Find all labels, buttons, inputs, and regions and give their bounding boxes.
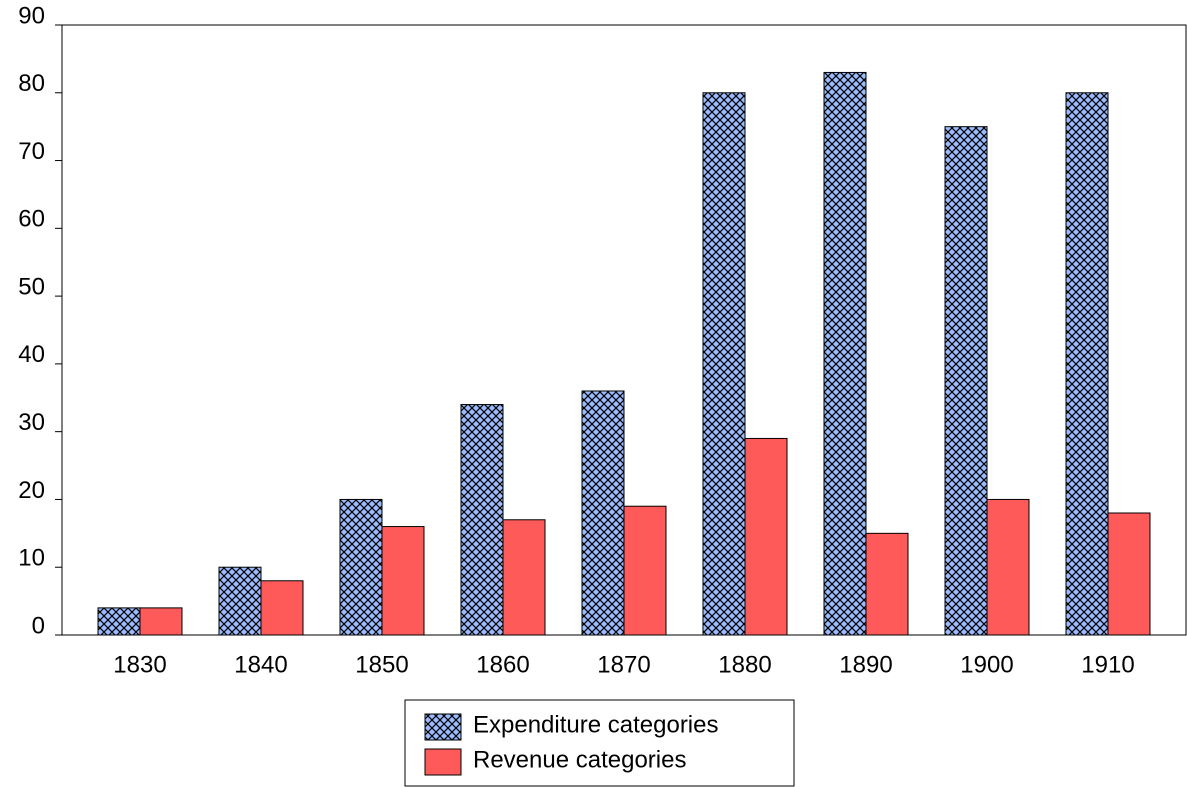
legend-label: Revenue categories xyxy=(473,746,686,773)
y-tick-label: 50 xyxy=(18,273,45,300)
legend-box xyxy=(404,699,795,787)
y-tick-label: 30 xyxy=(18,409,45,436)
x-tick-label: 1860 xyxy=(476,651,529,678)
x-tick-label: 1910 xyxy=(1081,651,1134,678)
x-tick-label: 1850 xyxy=(355,651,408,678)
bar xyxy=(218,566,262,636)
y-tick-label: 10 xyxy=(18,545,45,572)
y-tick-label: 0 xyxy=(32,612,45,639)
y-tick-label: 80 xyxy=(18,70,45,97)
x-tick-label: 1900 xyxy=(960,651,1013,678)
bar xyxy=(139,607,183,636)
bar xyxy=(702,92,746,636)
bar xyxy=(623,505,667,636)
legend-swatch xyxy=(424,748,462,776)
x-tick-label: 1890 xyxy=(839,651,892,678)
bar xyxy=(97,607,141,636)
bar xyxy=(381,526,425,636)
bar xyxy=(1065,92,1109,636)
y-tick-label: 60 xyxy=(18,206,45,233)
x-tick-label: 1830 xyxy=(113,651,166,678)
bar xyxy=(339,498,383,636)
x-tick-label: 1840 xyxy=(234,651,287,678)
bar xyxy=(944,126,988,636)
bar xyxy=(1107,512,1151,636)
x-tick-label: 1880 xyxy=(718,651,771,678)
legend-label: Expenditure categories xyxy=(473,711,718,738)
bar xyxy=(865,532,909,636)
y-tick-label: 20 xyxy=(18,477,45,504)
bar xyxy=(260,580,304,636)
y-tick-label: 70 xyxy=(18,138,45,165)
bar xyxy=(581,390,625,636)
bar xyxy=(502,519,546,636)
bar xyxy=(460,404,504,636)
legend-swatch xyxy=(424,713,462,741)
y-tick-label: 90 xyxy=(18,2,45,29)
bar xyxy=(823,71,867,636)
y-tick-label: 40 xyxy=(18,341,45,368)
x-tick-label: 1870 xyxy=(597,651,650,678)
bar xyxy=(986,498,1030,636)
bar xyxy=(744,437,788,636)
